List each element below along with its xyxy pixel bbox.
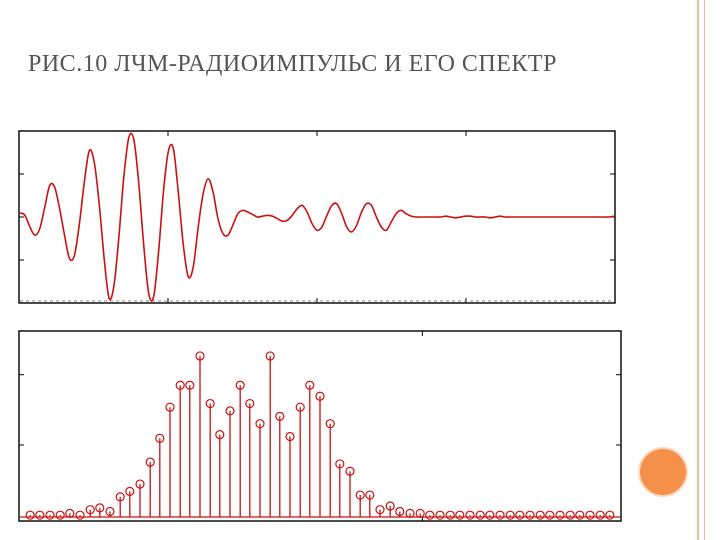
spectrum-marker-14 bbox=[165, 402, 175, 412]
spectrum-marker-57 bbox=[595, 510, 605, 520]
spectrum-marker-19 bbox=[215, 430, 225, 440]
spectrum-marker-55 bbox=[575, 510, 585, 520]
spectrum-marker-46 bbox=[485, 510, 495, 520]
spectrum-marker-29 bbox=[315, 391, 325, 401]
spectrum-marker-21 bbox=[235, 380, 245, 390]
spectrum-marker-22 bbox=[245, 398, 255, 409]
spectrum-marker-27 bbox=[295, 402, 305, 412]
spectrum-marker-13 bbox=[155, 433, 165, 443]
chirp-pulse-chart bbox=[18, 130, 616, 304]
spectrum-marker-56 bbox=[585, 510, 595, 520]
spectrum-marker-9 bbox=[115, 492, 125, 502]
spectrum-marker-16 bbox=[185, 380, 195, 390]
spectrum-marker-8 bbox=[105, 506, 115, 517]
slide-border-right bbox=[697, 0, 699, 540]
spectrum-marker-31 bbox=[335, 459, 345, 469]
spectrum-marker-12 bbox=[145, 457, 155, 467]
spectrum-chart bbox=[18, 330, 622, 522]
spectrum-marker-7 bbox=[95, 503, 105, 513]
spectrum-marker-34 bbox=[365, 490, 375, 500]
slide-border-right-inner bbox=[704, 0, 705, 540]
spectrum-marker-3 bbox=[55, 510, 65, 520]
spectrum-marker-39 bbox=[415, 508, 425, 518]
spectrum-marker-15 bbox=[175, 380, 185, 390]
spectrum-marker-49 bbox=[515, 510, 525, 520]
spectrum-marker-0 bbox=[25, 510, 35, 520]
spectrum-marker-36 bbox=[385, 501, 395, 511]
spectrum-marker-23 bbox=[255, 419, 265, 429]
spectrum-marker-38 bbox=[405, 508, 415, 518]
slide-title: РИС.10 ЛЧМ-РАДИОИМПУЛЬС И ЕГО СПЕКТР bbox=[28, 51, 557, 77]
spectrum-marker-58 bbox=[605, 510, 615, 520]
spectrum-marker-44 bbox=[465, 510, 475, 520]
spectrum-marker-25 bbox=[275, 411, 285, 421]
spectrum-marker-53 bbox=[555, 510, 565, 520]
chirp-pulse-plot bbox=[18, 130, 616, 304]
spectrum-marker-37 bbox=[395, 506, 405, 517]
spectrum-marker-42 bbox=[445, 510, 455, 520]
spectrum-marker-54 bbox=[565, 510, 575, 520]
spectrum-marker-6 bbox=[85, 505, 95, 515]
spectrum-marker-4 bbox=[65, 508, 75, 518]
spectrum-marker-32 bbox=[345, 466, 355, 476]
spectrum-marker-26 bbox=[285, 431, 295, 442]
spectrum-marker-51 bbox=[535, 510, 545, 520]
spectrum-marker-24 bbox=[265, 351, 275, 361]
spectrum-marker-11 bbox=[135, 479, 145, 489]
spectrum-marker-28 bbox=[305, 380, 315, 390]
spectrum-marker-1 bbox=[35, 510, 45, 520]
spectrum-marker-10 bbox=[125, 486, 135, 496]
spectrum-marker-48 bbox=[505, 510, 515, 520]
spectrum-marker-47 bbox=[495, 510, 505, 520]
spectrum-marker-40 bbox=[425, 510, 435, 520]
spectrum-plot bbox=[18, 330, 622, 522]
spectrum-marker-43 bbox=[455, 510, 465, 520]
spectrum-marker-33 bbox=[355, 490, 365, 500]
spectrum-marker-17 bbox=[195, 351, 205, 361]
spectrum-marker-50 bbox=[525, 510, 535, 520]
spectrum-marker-2 bbox=[45, 510, 55, 520]
spectrum-marker-20 bbox=[225, 406, 235, 416]
spectrum-marker-35 bbox=[375, 505, 385, 515]
spectrum-marker-18 bbox=[205, 398, 215, 409]
spectrum-marker-5 bbox=[75, 510, 85, 520]
spectrum-marker-41 bbox=[435, 510, 445, 520]
pulse-series-line bbox=[19, 132, 615, 302]
decorative-orange-circle bbox=[640, 449, 686, 495]
spectrum-marker-52 bbox=[545, 510, 555, 520]
spectrum-marker-45 bbox=[475, 510, 485, 520]
spectrum-marker-30 bbox=[325, 419, 335, 429]
